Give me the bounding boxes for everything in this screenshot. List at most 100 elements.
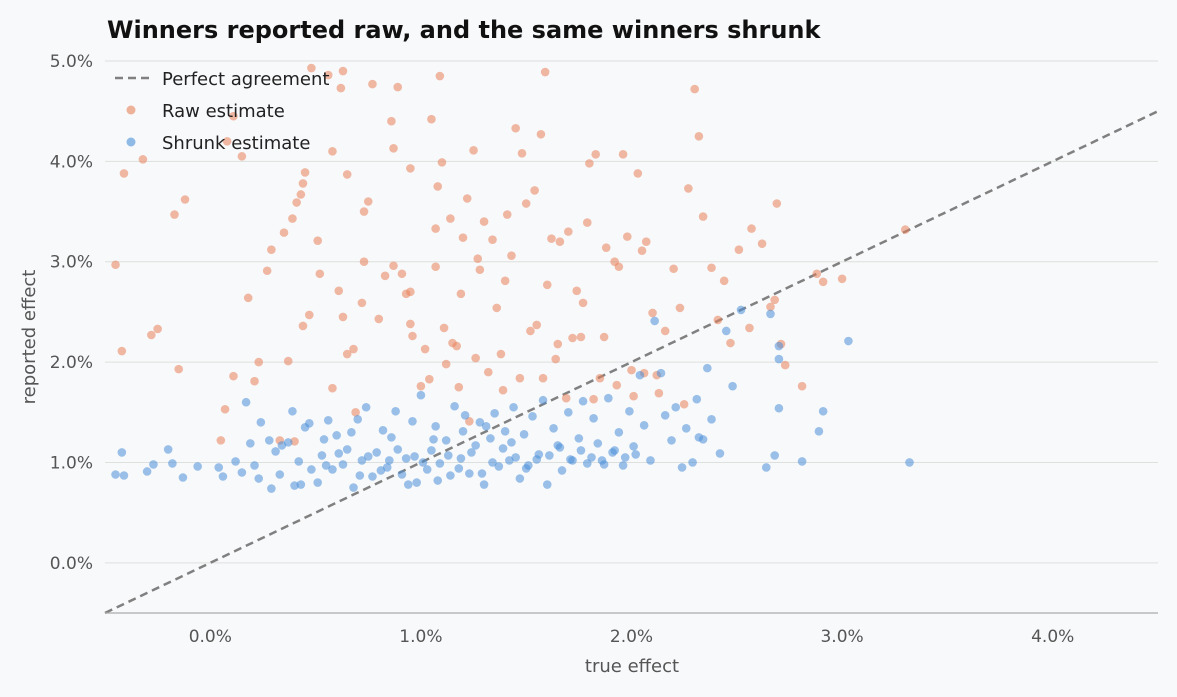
raw-estimate-point (568, 333, 577, 343)
raw-estimate-point (654, 388, 664, 398)
shrunk-estimate-point (408, 417, 417, 426)
legend-raw-swatch (126, 105, 136, 115)
shrunk-estimate-point (481, 422, 491, 431)
raw-estimate-point (437, 158, 447, 167)
raw-estimate-point (351, 407, 360, 417)
raw-estimate-point (433, 182, 443, 191)
raw-estimate-point (229, 111, 238, 121)
raw-estimate-point (694, 131, 704, 141)
raw-estimate-point (431, 224, 440, 233)
shrunk-estimate-point (397, 470, 407, 479)
shrunk-estimate-point (587, 453, 596, 462)
shrunk-estimate-point (412, 478, 421, 487)
shrunk-estimate-point (368, 472, 377, 481)
raw-estimate-point (448, 338, 457, 348)
shrunk-estimate-point (519, 430, 529, 439)
raw-estimate-point (117, 346, 127, 356)
raw-estimate-point (338, 66, 348, 76)
shrunk-estimate-point (296, 480, 306, 489)
x-tick-label: 1.0% (399, 627, 442, 647)
shrunk-estimate-point (328, 465, 337, 474)
raw-estimate-point (363, 197, 373, 206)
x-axis-label: true effect (585, 656, 679, 677)
raw-estimate-point (547, 234, 556, 243)
y-tick-label: 3.0% (50, 253, 93, 273)
raw-estimate-point (498, 385, 508, 395)
shrunk-estimate-point (416, 390, 426, 400)
legend-shrunk-label: Shrunk estimate (162, 133, 310, 154)
raw-estimate-point (380, 271, 390, 281)
raw-estimate-point (622, 232, 632, 241)
shrunk-estimate-point (578, 396, 588, 406)
shrunk-estimate-point (256, 418, 266, 427)
shrunk-estimate-point (401, 454, 411, 463)
shrunk-estimate-point (387, 433, 396, 442)
raw-estimate-point (669, 264, 678, 274)
shrunk-estimate-point (574, 434, 584, 443)
shrunk-estimate-point (650, 316, 659, 326)
raw-estimate-point (551, 354, 560, 364)
raw-estimate-point (298, 321, 308, 331)
x-tick-labels: 0.0% 1.0% 2.0% 3.0% 4.0% (189, 627, 1075, 647)
raw-estimate-point (454, 382, 464, 392)
shrunk-estimate-point (319, 435, 329, 444)
raw-estimate-point (719, 276, 729, 286)
shrunk-estimate-point (353, 414, 363, 424)
raw-estimate-point (342, 170, 352, 179)
raw-estimate-point (408, 331, 417, 341)
shrunk-estimate-point (736, 305, 746, 315)
shrunk-estimate-point (509, 402, 518, 412)
shrunk-estimate-point (549, 424, 558, 433)
raw-estimate-point (770, 295, 780, 305)
shrunk-estimate-point (347, 428, 356, 437)
shrunk-estimate-point (323, 416, 333, 425)
y-tick-label: 0.0% (50, 554, 93, 574)
shrunk-estimate-point (275, 470, 285, 479)
shrunk-estimate-point (593, 439, 603, 448)
y-tick-labels: 0.0% 1.0% 2.0% 3.0% 4.0% 5.0% (50, 52, 93, 574)
shrunk-estimate-point (597, 456, 607, 465)
shrunk-estimate-point (486, 434, 495, 443)
shrunk-estimate-point (625, 406, 634, 416)
raw-estimate-point (591, 150, 600, 159)
shrunk-estimate-point (372, 448, 381, 457)
raw-estimate-point (441, 359, 451, 369)
raw-estimate-point (726, 338, 735, 348)
shrunk-estimate-point (193, 462, 202, 471)
shrunk-estimate-point (620, 453, 630, 462)
raw-estimate-point (138, 155, 148, 164)
shrunk-estimate-point (694, 433, 704, 442)
shrunk-estimate-point (264, 436, 274, 445)
raw-estimate-point (585, 159, 594, 168)
shrunk-estimate-point (443, 451, 453, 460)
shrunk-estimate-point (774, 341, 784, 351)
raw-estimate-point (359, 257, 369, 267)
raw-estimate-point (521, 199, 531, 208)
shrunk-estimate-point (490, 408, 499, 418)
raw-estimate-point (111, 260, 120, 270)
raw-estimate-point (216, 436, 226, 445)
shrunk-estimate-point (566, 455, 575, 464)
raw-estimate-point (323, 70, 333, 80)
raw-estimate-point (633, 169, 643, 178)
shrunk-estimate-point (608, 448, 617, 457)
shrunk-estimate-point (317, 451, 327, 460)
shrunk-estimate-point (422, 465, 432, 474)
shrunk-estimate-point (458, 427, 468, 436)
raw-estimate-point (837, 274, 847, 284)
shrunk-estimate-point (488, 458, 497, 467)
shrunk-estimate-point (237, 468, 247, 477)
shrunk-estimate-point (304, 419, 314, 428)
shrunk-estimate-point (614, 428, 624, 437)
x-tick-label: 4.0% (1031, 627, 1074, 647)
raw-estimate-point (515, 373, 525, 383)
raw-estimate-point (536, 129, 546, 139)
shrunk-estimate-point (178, 473, 188, 482)
shrunk-estimate-point (582, 459, 592, 468)
shrunk-estimate-point (667, 436, 676, 445)
shrunk-estimate-point (818, 406, 828, 416)
raw-estimate-point (517, 149, 527, 158)
shrunk-estimate-point (313, 478, 323, 487)
raw-estimate-point (601, 243, 611, 252)
raw-estimate-point (780, 360, 790, 370)
